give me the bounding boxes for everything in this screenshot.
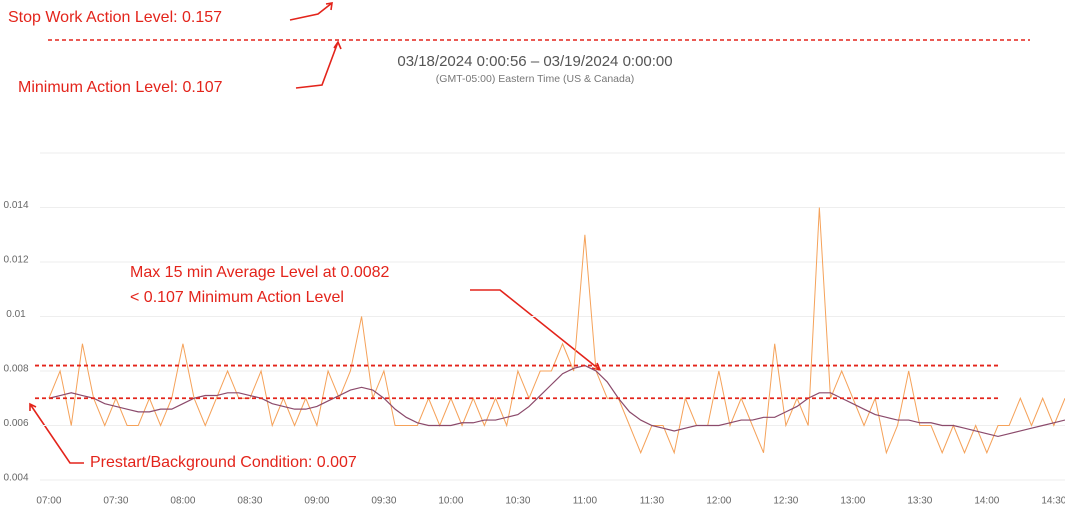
x-tick-label: 07:30 bbox=[103, 496, 128, 507]
series-line bbox=[48, 207, 1065, 455]
x-tick-label: 07:00 bbox=[36, 496, 61, 507]
annotation: Max 15 min Average Level at 0.0082 bbox=[130, 264, 390, 281]
annotation: Prestart/Background Condition: 0.007 bbox=[90, 454, 357, 471]
x-tick-label: 11:30 bbox=[640, 496, 665, 507]
x-tick-label: 12:00 bbox=[706, 496, 731, 507]
annotation: Minimum Action Level: 0.107 bbox=[18, 79, 223, 96]
x-tick-label: 10:00 bbox=[438, 496, 463, 507]
y-tick-label: 0.014 bbox=[3, 200, 28, 211]
y-tick-label: 0.004 bbox=[3, 473, 28, 484]
arrow bbox=[29, 402, 84, 464]
x-tick-label: 11:00 bbox=[573, 496, 598, 507]
y-tick-label: 0.008 bbox=[3, 364, 28, 375]
y-tick-label: 0.012 bbox=[3, 255, 28, 266]
series-line bbox=[48, 364, 1065, 438]
annotation: < 0.107 Minimum Action Level bbox=[130, 289, 344, 306]
x-tick-label: 12:30 bbox=[773, 496, 798, 507]
arrow bbox=[295, 40, 342, 89]
x-tick-label: 14:30 bbox=[1041, 496, 1065, 507]
x-tick-label: 13:00 bbox=[840, 496, 865, 507]
x-tick-label: 10:30 bbox=[505, 496, 530, 507]
timezone: (GMT-05:00) Eastern Time (US & Canada) bbox=[436, 73, 634, 85]
x-tick-label: 14:00 bbox=[974, 496, 999, 507]
x-tick-label: 09:00 bbox=[304, 496, 329, 507]
subtitle: 03/18/2024 0:00:56 – 03/19/2024 0:00:00 bbox=[397, 53, 672, 70]
x-tick-label: 08:00 bbox=[170, 496, 195, 507]
x-tick-label: 13:30 bbox=[907, 496, 932, 507]
arrow bbox=[289, 2, 333, 21]
annotation: Stop Work Action Level: 0.157 bbox=[8, 9, 222, 26]
y-tick-label: 0.006 bbox=[3, 418, 28, 429]
x-tick-label: 08:30 bbox=[237, 496, 262, 507]
arrow bbox=[470, 289, 602, 372]
x-tick-label: 09:30 bbox=[371, 496, 396, 507]
y-tick-label: 0.01 bbox=[6, 309, 26, 320]
